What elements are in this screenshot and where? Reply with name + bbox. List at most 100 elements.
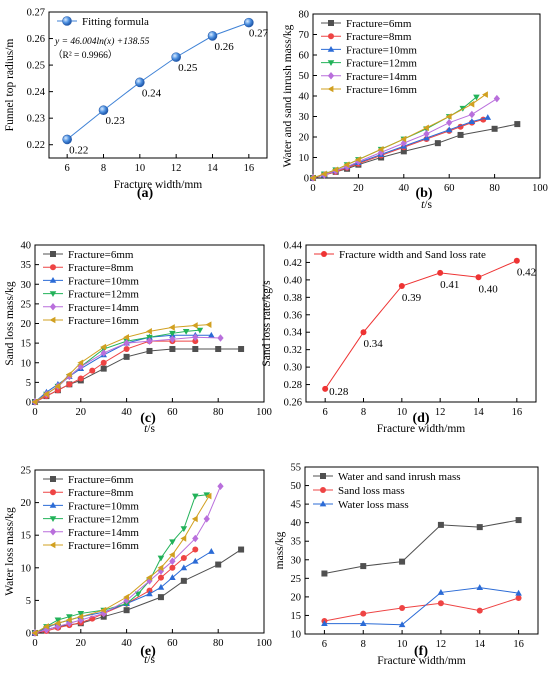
- series-3: [321, 584, 522, 628]
- y-tick-label: 30: [291, 555, 302, 566]
- x-tick-label: 100: [532, 183, 548, 194]
- data-point: [398, 621, 406, 628]
- legend-marker: [320, 487, 326, 493]
- data-point: [446, 118, 453, 127]
- y-tick-label: 40: [299, 92, 310, 103]
- data-point: [43, 623, 49, 630]
- y-tick-label: 50: [291, 481, 302, 492]
- series-line: [66, 22, 250, 140]
- x-tick-label: 6: [322, 639, 327, 650]
- x-tick-label: 14: [473, 407, 484, 418]
- legend-marker: [62, 16, 72, 26]
- y-tick-label: 0.44: [284, 241, 303, 252]
- data-point: [157, 564, 164, 572]
- y-tick-label: 30: [21, 280, 32, 291]
- y-tick-label: 10: [299, 153, 310, 164]
- data-point: [157, 594, 164, 601]
- y-axis-label: Sand loss rate/kg/s: [261, 280, 273, 367]
- data-point: [398, 282, 405, 289]
- data-point: [157, 574, 164, 581]
- legend-entry: Fracture=10mm: [68, 275, 139, 287]
- y-tick-label: 0.42: [284, 258, 302, 269]
- x-axis-label: Fracture width/mm: [377, 423, 466, 435]
- data-point: [168, 551, 175, 559]
- x-tick-label: 10: [397, 407, 408, 418]
- data-label: 0.40: [479, 283, 499, 295]
- legend-entry: Fracture=12mm: [68, 289, 139, 301]
- legend-marker: [327, 72, 335, 80]
- x-tick-label: 20: [76, 638, 87, 649]
- data-point: [437, 588, 445, 595]
- data-point: [196, 327, 204, 334]
- y-tick-label: 0.23: [27, 114, 45, 125]
- chart-panel-b: 0 20 40 60 80 100 0 10 20 30 40 50 60 70 80 t/s Water an…: [282, 10, 548, 212]
- legend-marker: [50, 251, 56, 257]
- data-point: [171, 52, 181, 62]
- legend-marker: [321, 251, 327, 257]
- series-1: 0.28 0.34 0.39 0.41 0.40 0.42: [322, 257, 536, 398]
- data-point: [434, 140, 441, 147]
- series-line: [34, 348, 242, 403]
- data-point: [100, 609, 107, 618]
- series-1: [32, 346, 245, 405]
- data-point: [207, 31, 218, 41]
- data-point: [238, 546, 245, 553]
- y-tick-label: 35: [291, 537, 302, 548]
- panel-caption: (d): [412, 411, 429, 426]
- data-label: 0.27: [249, 28, 269, 40]
- legend-marker: [328, 20, 334, 26]
- data-point: [423, 130, 430, 138]
- data-point: [468, 110, 476, 119]
- y-tick-label: 55: [291, 463, 302, 474]
- data-point: [437, 600, 444, 607]
- data-point: [400, 135, 407, 143]
- data-point: [180, 564, 188, 571]
- x-tick-label: 14: [475, 639, 486, 650]
- y-tick-label: 0.36: [284, 310, 302, 321]
- legend-entry: Fracture=14mm: [346, 71, 417, 83]
- data-point: [123, 333, 129, 341]
- legend-entry: Fracture=6mm: [68, 249, 134, 261]
- x-tick-label: 0: [32, 638, 37, 649]
- y-axis-label: Funnel top radius/m: [4, 39, 16, 132]
- data-point: [493, 94, 501, 103]
- legend-entry: Fitting formula: [82, 16, 149, 28]
- data-point: [123, 339, 130, 347]
- series-line: [34, 334, 212, 403]
- x-axis-label: t/s: [421, 199, 432, 211]
- data-point: [180, 535, 187, 542]
- x-tick-label: 10: [135, 163, 146, 174]
- data-point: [514, 121, 521, 128]
- data-label: 0.28: [329, 386, 349, 398]
- y-tick-label: 0: [26, 398, 31, 409]
- data-label: 0.39: [402, 292, 422, 304]
- data-point: [157, 583, 165, 590]
- data-point: [203, 515, 210, 523]
- legend-marker: [50, 476, 56, 482]
- y-tick-label: 30: [299, 112, 310, 123]
- data-point: [100, 343, 107, 351]
- legend-entry: Fracture=8mm: [68, 262, 134, 274]
- y-tick-label: 20: [21, 498, 32, 509]
- y-tick-label: 10: [291, 630, 302, 641]
- data-point: [192, 346, 199, 353]
- x-tick-label: 40: [399, 183, 410, 194]
- legend-marker: [327, 45, 335, 52]
- legend-entry: Fracture=16mm: [68, 540, 139, 552]
- data-point: [77, 613, 84, 620]
- data-point: [322, 385, 329, 392]
- legend-entry: Fracture=12mm: [346, 58, 417, 70]
- data-point: [123, 607, 130, 614]
- data-point: [192, 493, 199, 500]
- data-point: [168, 324, 175, 331]
- data-point: [399, 558, 406, 565]
- x-tick-label: 12: [171, 163, 182, 174]
- data-point: [215, 346, 222, 353]
- data-point: [191, 322, 198, 329]
- data-point: [54, 383, 61, 390]
- x-tick-label: 80: [213, 407, 224, 418]
- series-1: [321, 517, 522, 577]
- data-point: [205, 492, 212, 500]
- x-axis-label: t/s: [144, 654, 155, 666]
- y-tick-label: 0.24: [27, 87, 46, 98]
